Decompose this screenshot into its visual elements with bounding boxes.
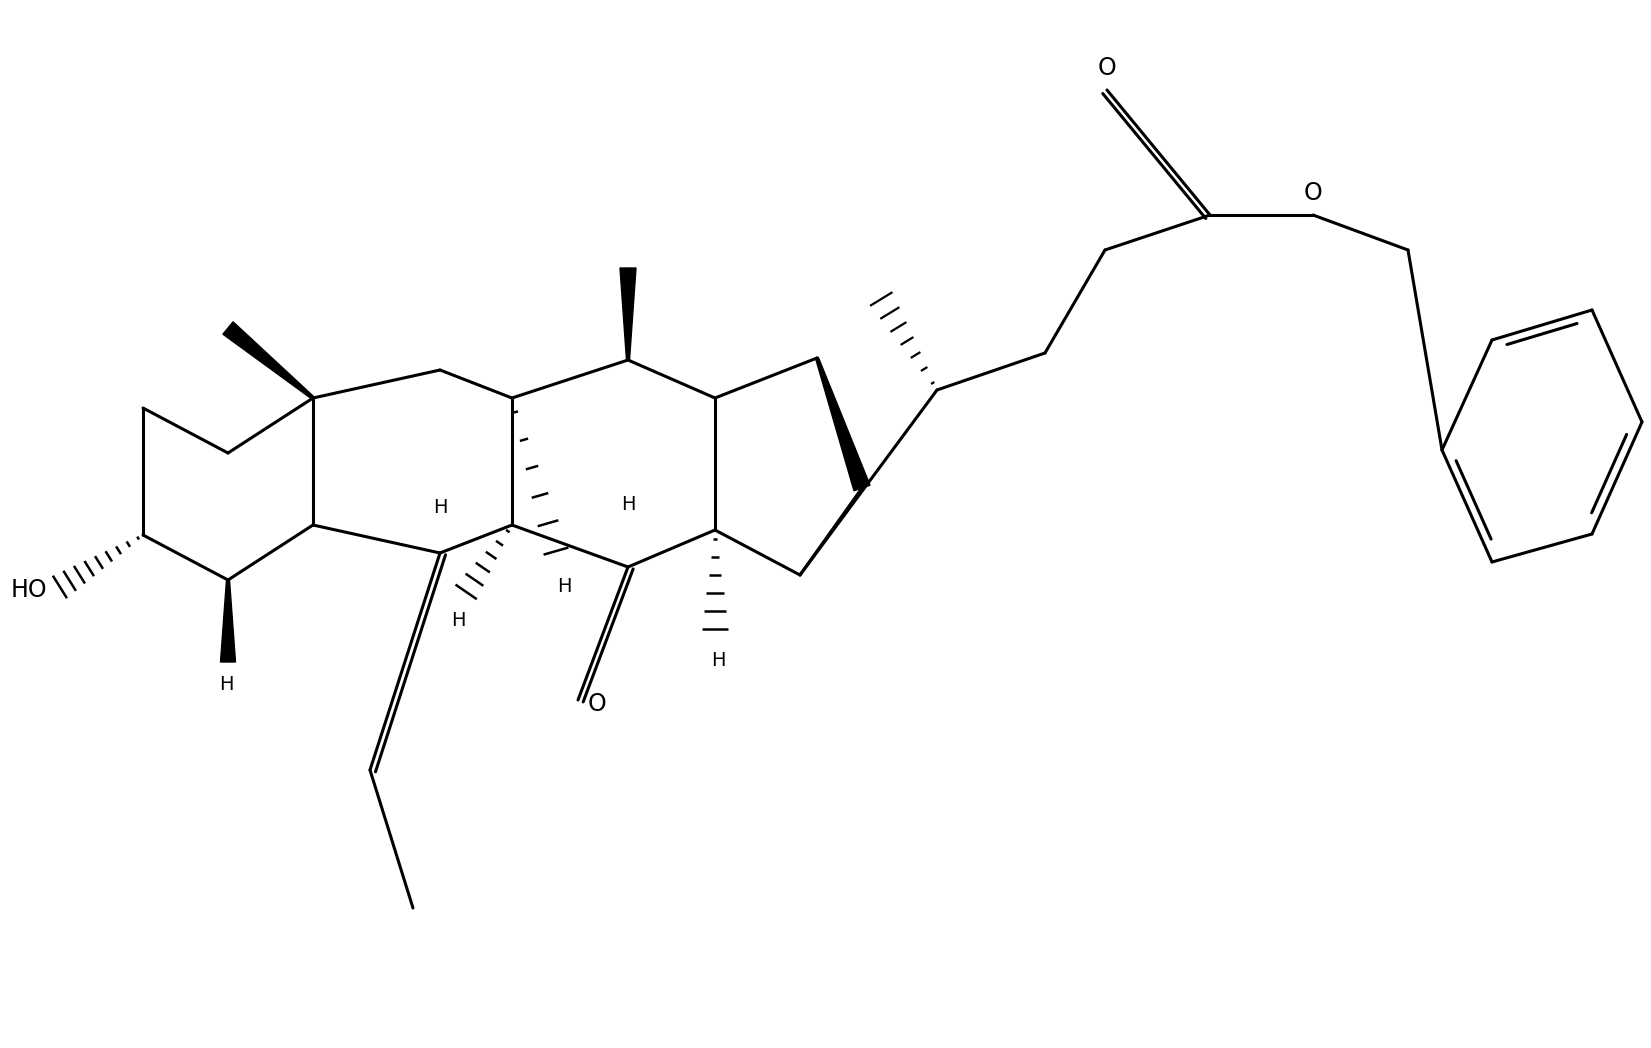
Text: H: H [433,498,447,517]
Text: H: H [451,611,466,630]
Text: O: O [1098,56,1116,80]
Polygon shape [223,322,314,399]
Text: H: H [621,496,636,515]
Text: H: H [556,577,571,596]
Text: O: O [588,692,608,716]
Text: H: H [218,675,233,694]
Polygon shape [221,580,236,662]
Text: O: O [1304,181,1322,205]
Polygon shape [816,357,870,490]
Text: H: H [710,651,725,670]
Polygon shape [621,268,636,361]
Text: HO: HO [10,578,46,602]
